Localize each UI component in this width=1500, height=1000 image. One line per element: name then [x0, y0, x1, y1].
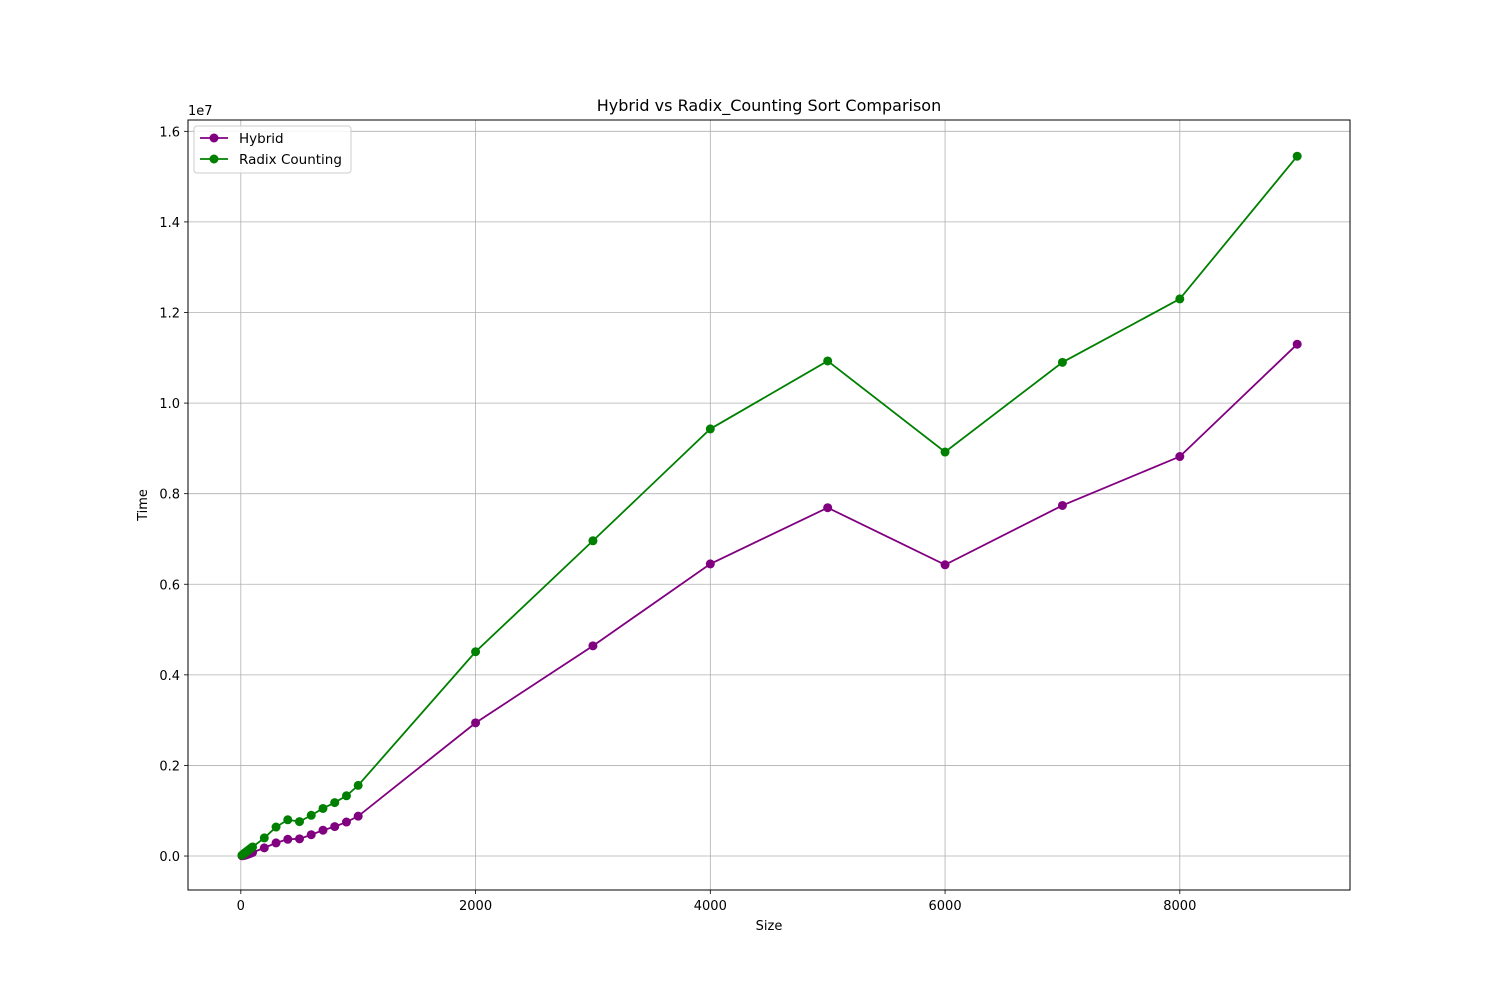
series-radix-counting [237, 151, 1302, 860]
data-point [940, 447, 950, 457]
data-point [353, 811, 363, 821]
data-point [940, 560, 950, 570]
data-point [823, 356, 833, 366]
data-point [353, 780, 363, 790]
x-tick-label: 8000 [1163, 899, 1196, 914]
data-point [705, 559, 715, 569]
data-point [1057, 357, 1067, 367]
y-axis-label: Time [136, 489, 151, 522]
legend-box [193, 125, 352, 174]
data-point [1292, 151, 1302, 161]
grid [188, 120, 1350, 890]
data-point [341, 791, 351, 801]
data-point [588, 641, 598, 651]
data-point [295, 817, 305, 827]
data-point [823, 503, 833, 513]
data-point [1175, 294, 1185, 304]
plot-frame [187, 119, 1351, 891]
data-point [330, 822, 340, 832]
y-tick-label: 0.6 [159, 578, 180, 593]
chart-title: Hybrid vs Radix_Counting Sort Comparison [597, 96, 941, 116]
y-tick-label: 1.4 [159, 216, 180, 231]
data-point [330, 798, 340, 808]
data-point [471, 718, 481, 728]
legend-swatch-marker [209, 133, 219, 143]
data-point [248, 842, 258, 852]
y-tick-label: 1.6 [159, 125, 180, 140]
data-point [1057, 500, 1067, 510]
data-point [259, 833, 269, 843]
data-point [341, 817, 351, 827]
legend: Hybrid Radix Counting [193, 125, 352, 174]
data-point [705, 424, 715, 434]
data-point [283, 815, 293, 825]
data-point [588, 536, 598, 546]
data-point [295, 834, 305, 844]
series-layer [237, 151, 1302, 861]
x-tick-label: 4000 [694, 899, 727, 914]
x-axis-label: Size [756, 919, 783, 934]
legend-swatch-marker [209, 154, 219, 164]
series-hybrid [237, 339, 1302, 861]
y-tick-label: 0.2 [159, 759, 180, 774]
data-point [306, 830, 316, 840]
y-axis-offset-label: 1e7 [188, 104, 213, 119]
data-point [318, 803, 328, 813]
data-point [259, 843, 269, 853]
y-tick-label: 0.8 [159, 488, 180, 503]
data-point [1292, 339, 1302, 349]
x-tick-label: 0 [237, 899, 245, 914]
data-point [271, 838, 281, 848]
data-point [1175, 452, 1185, 462]
y-tick-label: 0.0 [159, 850, 180, 865]
y-tick-label: 1.2 [159, 307, 180, 322]
axis-ticks: 0 2000 4000 6000 8000 0.0 0.2 0.4 0.6 0.8 1.0 1.2 1.… [159, 125, 1196, 914]
data-point [471, 647, 481, 657]
legend-label: Radix Counting [239, 152, 342, 168]
data-point [306, 810, 316, 820]
data-point [271, 822, 281, 832]
legend-label: Hybrid [239, 131, 284, 147]
data-point [318, 825, 328, 835]
data-point [283, 834, 293, 844]
y-tick-label: 0.4 [159, 669, 180, 684]
y-tick-label: 1.0 [159, 397, 180, 412]
x-tick-label: 6000 [929, 899, 962, 914]
x-tick-label: 2000 [459, 899, 492, 914]
